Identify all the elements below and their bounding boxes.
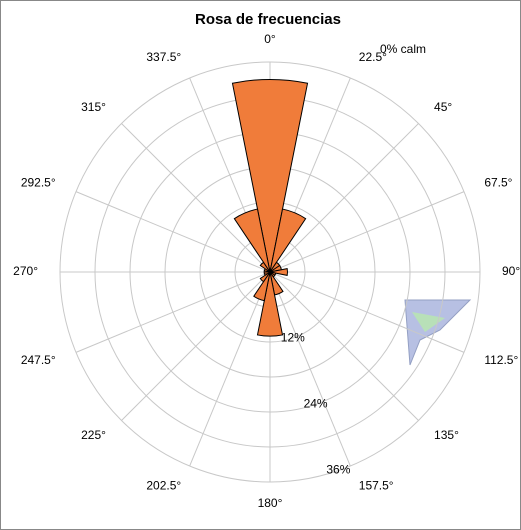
direction-label: 337.5° [146,50,181,64]
spoke [269,271,351,467]
direction-label: 67.5° [484,175,512,189]
bar [269,208,307,273]
r-tick-label: 36% [326,463,350,477]
direction-label: 202.5° [146,479,181,493]
direction-label: 45° [434,100,452,114]
bar [269,267,288,277]
bar [231,79,309,273]
direction-label: 292.5° [21,175,56,189]
chart-title: Rosa de frecuencias [195,11,341,28]
direction-label: 247.5° [21,353,56,367]
direction-label: 90° [502,264,520,278]
direction-label: 270° [13,264,38,278]
direction-label: 112.5° [484,353,518,367]
direction-label: 135° [434,428,459,442]
bar [256,271,284,337]
spoke [75,271,271,353]
direction-label: 0° [264,32,276,46]
spoke [189,271,271,467]
spoke [121,123,271,273]
direction-label: 22.5° [359,50,387,64]
spoke [269,191,465,273]
spoke [121,271,271,421]
bar [233,208,271,273]
spoke [269,123,419,273]
spoke [75,191,271,273]
r-tick-label: 12% [281,330,305,344]
direction-label: 315° [81,100,106,114]
direction-label: 225° [81,428,106,442]
direction-label: 180° [258,496,283,510]
decor-icon [404,299,472,366]
bar [253,271,271,302]
calm-annotation: 0% calm [380,42,426,56]
bar [259,271,271,283]
r-tick-label: 24% [304,397,328,411]
direction-label: 157.5° [359,479,394,493]
spoke [269,271,419,421]
spoke [269,271,465,353]
